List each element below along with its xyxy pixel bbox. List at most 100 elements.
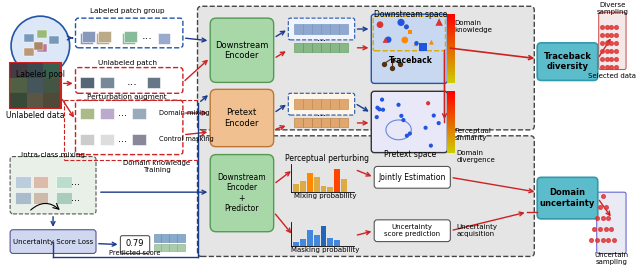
Bar xyxy=(447,62,455,64)
Point xyxy=(602,64,612,69)
Point xyxy=(596,33,607,37)
Bar xyxy=(447,123,455,125)
Bar xyxy=(303,118,312,127)
Text: ...: ... xyxy=(127,77,138,88)
Bar xyxy=(33,42,44,50)
Bar xyxy=(447,60,455,62)
Point xyxy=(596,49,607,53)
Bar xyxy=(447,26,455,28)
Bar xyxy=(447,38,455,40)
Bar xyxy=(44,63,60,78)
Point xyxy=(372,106,383,110)
Bar xyxy=(447,34,455,36)
Bar xyxy=(447,14,455,16)
Bar xyxy=(447,72,455,73)
Point xyxy=(374,107,385,111)
Bar xyxy=(161,234,169,242)
Bar xyxy=(37,44,47,52)
Bar xyxy=(341,179,347,192)
Bar xyxy=(447,113,455,115)
Bar xyxy=(303,99,312,109)
Bar xyxy=(124,31,137,42)
FancyBboxPatch shape xyxy=(374,220,451,242)
Text: Downstream space: Downstream space xyxy=(374,10,447,19)
Bar xyxy=(447,54,455,56)
Point xyxy=(433,121,444,125)
Text: Domain
uncertainty: Domain uncertainty xyxy=(540,188,595,208)
Bar xyxy=(157,33,170,44)
Point xyxy=(609,238,620,242)
Bar xyxy=(447,52,455,54)
Text: ...: ... xyxy=(141,31,152,41)
Point xyxy=(383,38,394,42)
Text: Uncertainty
score prediction: Uncertainty score prediction xyxy=(384,224,440,237)
Bar xyxy=(447,141,455,143)
Text: ...: ... xyxy=(118,108,127,118)
Text: Traceback: Traceback xyxy=(388,56,432,65)
Point xyxy=(589,227,599,231)
Bar xyxy=(447,137,455,139)
Point xyxy=(377,98,387,102)
Point xyxy=(606,25,616,29)
Point xyxy=(596,25,607,29)
Point xyxy=(602,25,612,29)
Bar xyxy=(293,184,299,192)
Bar xyxy=(321,99,330,109)
Bar xyxy=(321,186,326,192)
Point xyxy=(418,45,428,49)
Bar xyxy=(339,99,348,109)
Point xyxy=(600,227,611,231)
Point xyxy=(591,238,602,242)
Bar xyxy=(447,105,455,107)
Point xyxy=(596,41,607,45)
Text: Domain
knowledge: Domain knowledge xyxy=(454,19,492,32)
Bar xyxy=(307,173,313,192)
Point xyxy=(611,57,621,61)
Bar xyxy=(447,131,455,133)
Point xyxy=(595,227,605,231)
Point xyxy=(404,131,415,136)
Bar xyxy=(447,143,455,145)
Text: Predicted score: Predicted score xyxy=(109,251,161,256)
Bar xyxy=(293,242,299,246)
Bar xyxy=(447,56,455,58)
Text: Downstream
Encoder
+
Predictor: Downstream Encoder + Predictor xyxy=(217,173,266,213)
Bar xyxy=(154,234,161,242)
Bar xyxy=(81,33,93,44)
Bar xyxy=(447,111,455,113)
Point xyxy=(429,113,439,118)
FancyBboxPatch shape xyxy=(198,6,534,130)
Bar xyxy=(321,118,330,127)
Text: Perturbation augment: Perturbation augment xyxy=(88,94,167,100)
Bar xyxy=(447,125,455,127)
Text: Uncertainty Score Loss: Uncertainty Score Loss xyxy=(13,239,93,245)
Point xyxy=(611,33,621,37)
Bar xyxy=(24,34,33,42)
Bar xyxy=(294,118,303,127)
FancyBboxPatch shape xyxy=(76,100,183,155)
Bar xyxy=(447,103,455,105)
FancyBboxPatch shape xyxy=(76,18,183,48)
FancyBboxPatch shape xyxy=(198,136,534,256)
Bar xyxy=(330,43,339,52)
FancyBboxPatch shape xyxy=(210,89,274,147)
FancyBboxPatch shape xyxy=(288,93,355,115)
Bar xyxy=(81,108,94,119)
Bar xyxy=(447,58,455,60)
FancyBboxPatch shape xyxy=(596,192,626,253)
Point xyxy=(402,134,412,138)
Text: ...: ... xyxy=(118,134,127,144)
Bar xyxy=(447,69,455,72)
Bar xyxy=(330,118,339,127)
Point xyxy=(398,118,408,122)
Text: Perceptual
similarity: Perceptual similarity xyxy=(454,128,491,141)
Bar xyxy=(132,134,146,145)
Bar xyxy=(169,234,177,242)
Text: Selected data: Selected data xyxy=(588,73,636,80)
Bar xyxy=(447,99,455,101)
Bar xyxy=(27,63,44,78)
FancyBboxPatch shape xyxy=(371,91,447,153)
Bar xyxy=(312,24,321,34)
Bar xyxy=(312,118,321,127)
Point xyxy=(604,238,614,242)
